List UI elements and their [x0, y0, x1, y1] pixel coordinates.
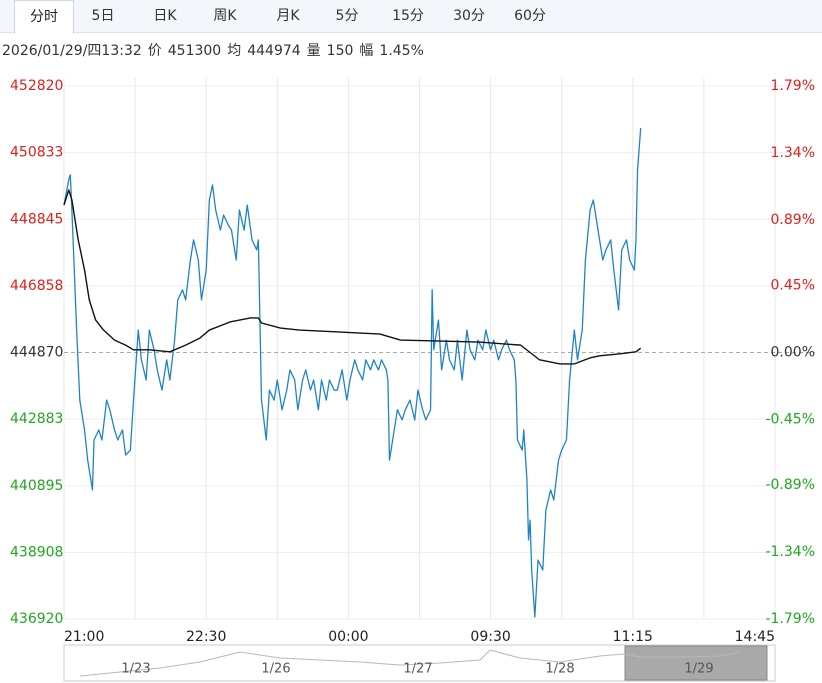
tab[interactable]: 30分 [453, 8, 485, 24]
y2-tick-label: 0.45% [771, 278, 815, 294]
price-line [63, 127, 642, 618]
x-tick-label: 14:45 [735, 629, 775, 645]
navigator-line [79, 649, 741, 677]
quote-field: 均 [227, 43, 242, 59]
tab[interactable]: 5分 [335, 8, 359, 24]
quote-field: 价 [147, 43, 162, 59]
tab[interactable]: 5日 [91, 8, 115, 24]
x-tick-label: 09:30 [470, 629, 510, 645]
y2-tick-label: 1.34% [771, 145, 815, 161]
tab[interactable]: 周K [213, 8, 237, 24]
tab[interactable]: 60分 [514, 8, 546, 24]
navigator-label: 1/26 [261, 662, 290, 677]
y-tick-label: 450833 [10, 145, 63, 161]
y2-tick-label: -1.34% [765, 544, 815, 560]
tab[interactable]: 日K [153, 8, 177, 24]
y-tick-label: 452820 [10, 78, 63, 94]
quote-line: 2026/01/29/四13:32 价 451300 均 444974 量 150 幅 1.45… [2, 40, 430, 60]
x-tick-label: 11:15 [613, 629, 653, 645]
quote-field: 1.45% [379, 43, 424, 59]
y2-tick-label: -0.89% [765, 477, 815, 493]
quote-field: 量 [306, 43, 321, 59]
grid [63, 78, 815, 620]
x-tick-label: 00:00 [328, 629, 368, 645]
x-tick-label: 22:30 [186, 629, 226, 645]
y-tick-label: 442883 [10, 411, 63, 427]
navigator-label: 1/29 [684, 662, 713, 677]
tab[interactable]: 分时 [14, 0, 74, 34]
y-tick-label: 436920 [10, 611, 63, 627]
quote-field: 444974 [247, 43, 301, 59]
quote-field: 幅 [359, 43, 374, 59]
quote-field: 451300 [167, 43, 222, 59]
y-tick-label: 444870 [10, 345, 63, 361]
y2-tick-label: -0.45% [765, 411, 815, 427]
navigator-label: 1/23 [121, 662, 150, 677]
navigator-label: 1/28 [545, 662, 574, 677]
tab-bar: 分时 5日 日K 周K 月K 5分 15分 30分 60分 [0, 0, 822, 34]
price-line [63, 189, 642, 365]
y2-tick-label: 1.79% [771, 78, 815, 94]
tab[interactable]: 月K [276, 8, 300, 24]
navigator-label: 1/27 [403, 662, 432, 677]
y2-tick-label: 0.89% [771, 212, 815, 228]
x-tick-label: 21:00 [64, 629, 104, 645]
tab[interactable]: 15分 [392, 8, 424, 24]
y-tick-label: 446858 [10, 278, 63, 294]
y2-tick-label: -1.79% [765, 611, 815, 627]
quote-field: 150 [326, 43, 354, 59]
y-tick-label: 438908 [10, 544, 63, 560]
navigator-labels: 1/23 1/26 1/27 1/28 1/29 [121, 662, 713, 677]
navigator-window[interactable] [624, 645, 768, 681]
y-tick-label: 440895 [10, 478, 63, 494]
y-tick-label: 448845 [10, 211, 63, 227]
y2-tick-label: 0.00% [771, 345, 815, 361]
quote-field: 2026/01/29/四13:32 [2, 43, 142, 59]
